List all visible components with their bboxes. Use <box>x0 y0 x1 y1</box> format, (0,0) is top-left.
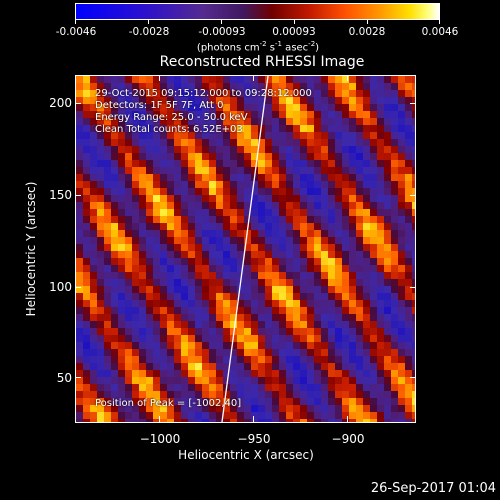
x-tick <box>347 75 348 81</box>
colorbar-tick-label: -0.00093 <box>198 26 246 38</box>
y-tick <box>75 287 81 288</box>
colorbar-gradient <box>76 4 439 19</box>
colorbar-tick-label: -0.0046 <box>55 26 97 38</box>
y-tick-label: 50 <box>56 371 72 385</box>
x-tick <box>347 416 348 422</box>
time-range-text: 29-Oct-2015 09:15:12.000 to 09:28:12.000 <box>95 88 312 99</box>
detectors-text: Detectors: 1F 5F 7F, Att 0 <box>95 100 224 111</box>
y-tick <box>410 377 416 378</box>
x-tick-label: −950 <box>237 432 271 446</box>
energy-range-text: Energy Range: 25.0 - 50.0 keV <box>95 112 248 123</box>
colorbar-tick-label: 0.0046 <box>421 26 459 38</box>
x-axis-label: Heliocentric X (arcsec) <box>178 448 314 462</box>
x-tick <box>159 416 160 422</box>
y-tick-label: 100 <box>49 280 72 294</box>
y-axis-label: Heliocentric Y (arcsec) <box>24 181 38 317</box>
colorbar <box>75 3 440 20</box>
y-tick <box>75 377 81 378</box>
y-tick-label: 200 <box>49 96 72 110</box>
x-tick <box>253 75 254 81</box>
x-tick <box>253 416 254 422</box>
colorbar-units: (photons cm-2 s-1 asec-2) <box>196 40 320 54</box>
heatmap-image <box>76 76 415 422</box>
x-tick <box>159 75 160 81</box>
y-tick <box>75 103 81 104</box>
colorbar-tick <box>221 20 222 24</box>
peak-position-text: Position of Peak = [-1002,40] <box>95 398 242 409</box>
y-tick <box>410 103 416 104</box>
timestamp: 26-Sep-2017 01:04 <box>370 481 496 496</box>
colorbar-tick <box>75 20 76 24</box>
solar-limb-line <box>221 76 269 422</box>
colorbar-tick-label: 0.00093 <box>272 26 316 38</box>
clean-counts-text: Clean Total counts: 6.52E+03 <box>95 124 243 135</box>
colorbar-tick-label: -0.0028 <box>128 26 170 38</box>
plot-title: Reconstructed RHESSI Image <box>159 54 365 70</box>
y-tick <box>410 195 416 196</box>
y-tick <box>75 195 81 196</box>
y-tick <box>410 287 416 288</box>
colorbar-tick-label: 0.0028 <box>348 26 386 38</box>
colorbar-tick <box>439 20 440 24</box>
image-plot <box>75 75 416 423</box>
colorbar-tick <box>148 20 149 24</box>
x-tick-label: −900 <box>331 432 365 446</box>
colorbar-tick <box>294 20 295 24</box>
y-tick-label: 150 <box>49 188 72 202</box>
x-tick-label: −1000 <box>139 432 181 446</box>
colorbar-tick <box>367 20 368 24</box>
